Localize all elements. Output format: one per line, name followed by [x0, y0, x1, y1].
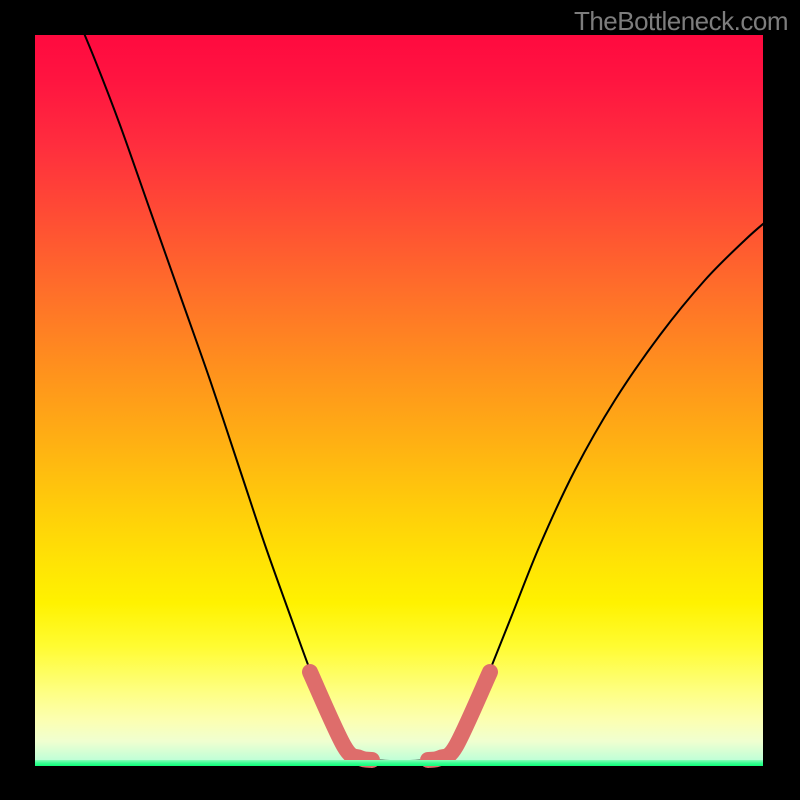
gradient-background	[35, 35, 763, 763]
green-bottom-strip	[35, 760, 763, 766]
chart-container: TheBottleneck.com	[0, 0, 800, 800]
watermark-text: TheBottleneck.com	[574, 6, 788, 37]
